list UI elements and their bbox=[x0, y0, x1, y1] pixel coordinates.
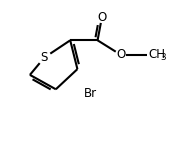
Text: Br: Br bbox=[84, 87, 97, 100]
Text: O: O bbox=[97, 11, 107, 24]
Text: O: O bbox=[116, 48, 125, 61]
Text: S: S bbox=[41, 51, 48, 64]
Text: 3: 3 bbox=[160, 53, 166, 62]
Text: CH: CH bbox=[148, 48, 165, 61]
